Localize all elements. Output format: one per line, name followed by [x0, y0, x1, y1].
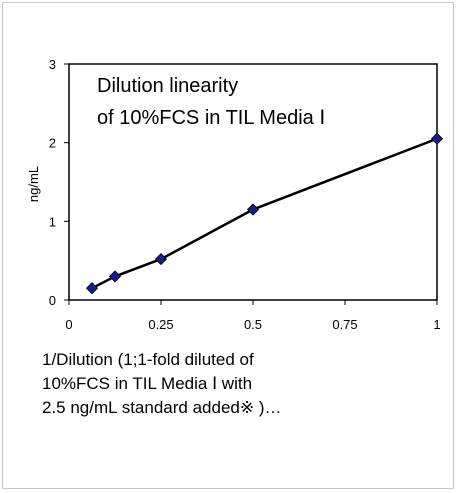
chart-title-line-1: Dilution linearity	[97, 75, 238, 97]
x-tick-label: 0.25	[148, 317, 173, 332]
series-line	[91, 137, 438, 290]
data-point-marker	[108, 270, 122, 283]
y-tick-label: 2	[49, 136, 56, 151]
x-tick-label: 0	[65, 317, 72, 332]
plot-border	[68, 63, 438, 301]
x-tick-label: 1	[433, 317, 440, 332]
x-tick-label: 0.5	[244, 317, 262, 332]
x-tick-label: 0.75	[332, 317, 357, 332]
data-point-marker	[154, 253, 168, 266]
data-point-marker	[246, 203, 260, 216]
x-axis-label-line-1: 1/Dilution (1;1-fold diluted of	[42, 350, 254, 369]
x-axis-label-line-3: 2.5 ng/mL standard added※ )…	[42, 398, 282, 417]
plot-area: 0 1 2 3 0 0.25 0.5 0.75 1	[49, 57, 444, 332]
x-axis-label-line-2: 10%FCS in TIL Media Ⅰ with	[42, 374, 253, 393]
y-tick-label: 1	[49, 214, 56, 229]
y-axis-label: ng/mL	[26, 166, 41, 202]
data-point-marker	[430, 132, 444, 145]
data-point-marker	[85, 282, 99, 295]
y-tick-label: 3	[49, 57, 56, 72]
chart-frame	[2, 2, 454, 489]
chart-title-line-2: of 10%FCS in TIL Media Ⅰ	[97, 107, 325, 129]
y-tick-label: 0	[49, 293, 56, 308]
x-axis-label: 1/Dilution (1;1-fold diluted of 10%FCS i…	[42, 348, 342, 420]
